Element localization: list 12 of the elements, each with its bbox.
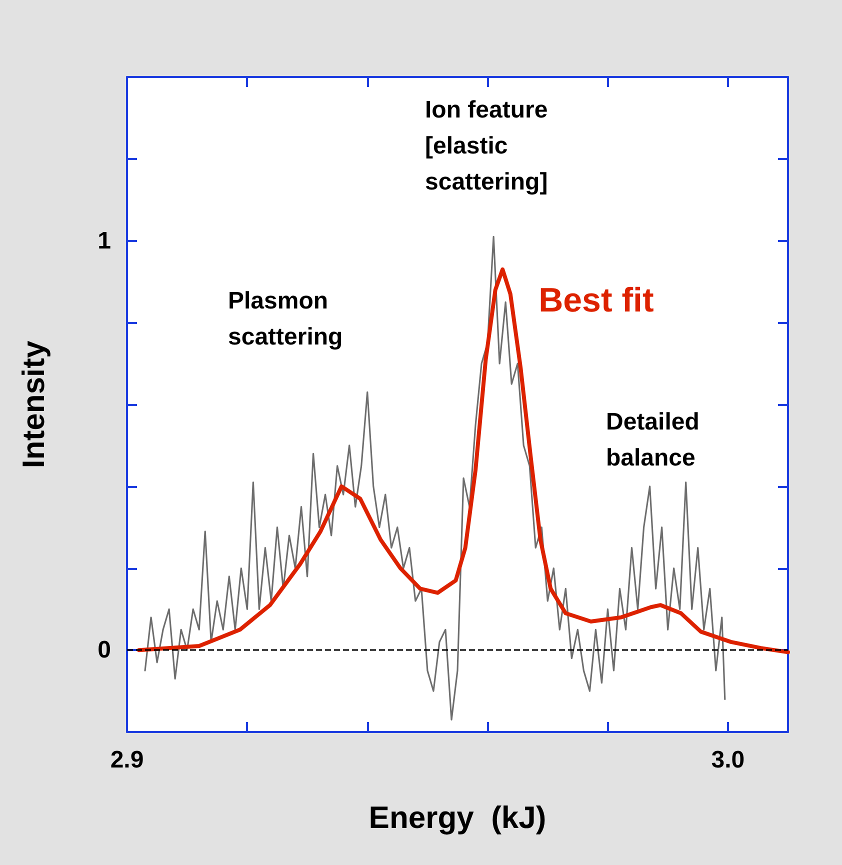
annotation: Detailed balance [606, 408, 706, 472]
y-tick-label: 1 [98, 227, 111, 254]
line-series [144, 236, 726, 721]
y-axis-title: Intensity [16, 340, 51, 468]
x-axis-title: Energy (kJ) [368, 800, 546, 835]
x-tick-label: 3.0 [711, 746, 745, 774]
annotation: Ion feature [elastic scattering] [425, 96, 554, 196]
x-tick-label: 2.9 [110, 746, 144, 774]
y-tick-label: 0 [98, 636, 111, 664]
line-series [137, 267, 790, 654]
annotation: Plasmon scattering [228, 288, 343, 350]
series-label: Best fit [538, 281, 654, 320]
